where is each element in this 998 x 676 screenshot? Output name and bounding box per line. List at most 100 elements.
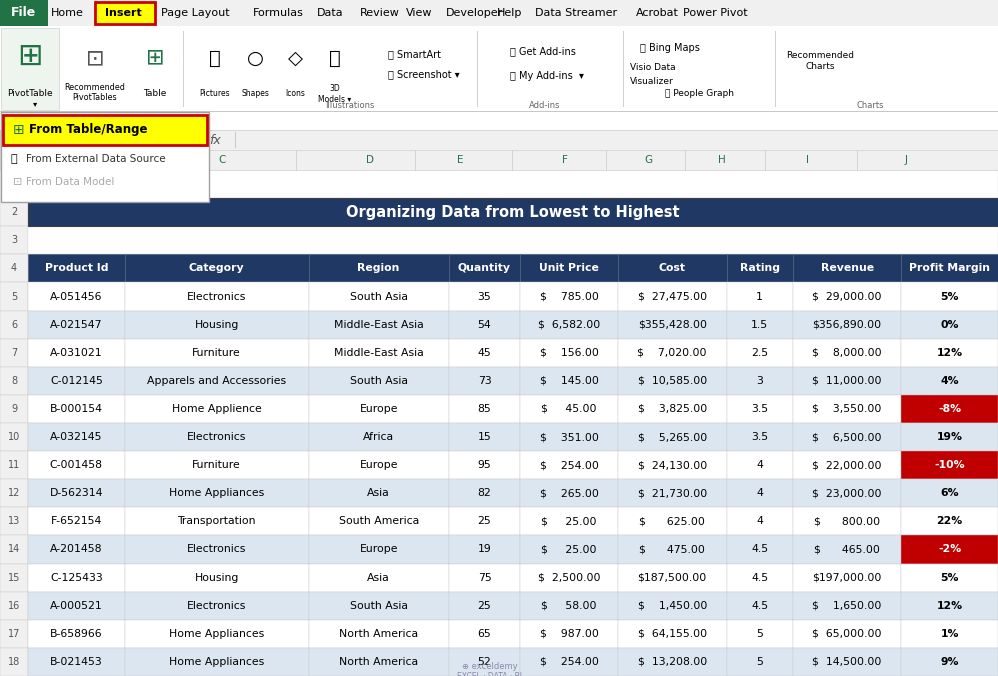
Text: Home Appliances: Home Appliances [169, 488, 264, 498]
Text: Home Appliances: Home Appliances [169, 657, 264, 667]
Bar [618, 451, 727, 479]
Text: -8%: -8% [938, 404, 961, 414]
Text: Visualizer: Visualizer [630, 76, 674, 85]
Bar [0, 535, 28, 564]
Bar [28, 648, 125, 676]
Text: Furniture: Furniture [193, 460, 242, 470]
Bar [0, 26, 998, 112]
Bar [0, 170, 28, 198]
Text: 9: 9 [11, 404, 17, 414]
Text: File: File [11, 7, 37, 20]
Text: North America: North America [339, 657, 418, 667]
Bar [28, 535, 125, 564]
Bar [901, 648, 998, 676]
Text: 25: 25 [478, 601, 491, 610]
Text: $    6,500.00: $ 6,500.00 [812, 432, 882, 442]
Bar [792, 507, 901, 535]
Text: fx: fx [210, 133, 221, 147]
Bar [520, 620, 618, 648]
Bar [448, 423, 520, 451]
Text: Icons: Icons [285, 89, 305, 99]
Text: Recommended: Recommended [65, 84, 126, 93]
Bar [28, 283, 998, 310]
Bar [520, 310, 618, 339]
Bar [727, 367, 792, 395]
Bar [28, 423, 998, 451]
Text: Electronics: Electronics [187, 601, 247, 610]
Bar [308, 564, 448, 592]
Bar [308, 620, 448, 648]
Bar [28, 451, 125, 479]
Bar [618, 507, 727, 535]
Text: Electronics: Electronics [187, 544, 247, 554]
Text: ⊕ exceldemy: ⊕ exceldemy [462, 662, 518, 671]
Text: 6%: 6% [940, 488, 959, 498]
Text: B-021453: B-021453 [50, 657, 103, 667]
Text: $     25.00: $ 25.00 [541, 544, 597, 554]
Bar [901, 451, 998, 479]
Bar [415, 150, 512, 170]
Bar [520, 507, 618, 535]
Text: 5: 5 [11, 291, 17, 301]
Text: B-000154: B-000154 [50, 404, 103, 414]
Bar [0, 367, 28, 395]
Bar [308, 535, 448, 564]
Text: C-012145: C-012145 [50, 376, 103, 386]
Text: 25: 25 [478, 516, 491, 527]
Text: 🔸 Get Add-ins: 🔸 Get Add-ins [510, 46, 576, 56]
Text: $    3,825.00: $ 3,825.00 [638, 404, 707, 414]
Text: South America: South America [338, 516, 419, 527]
Text: $  11,000.00: $ 11,000.00 [812, 376, 882, 386]
Bar [28, 254, 125, 283]
Bar [727, 479, 792, 507]
Text: 22%: 22% [936, 516, 963, 527]
Bar [95, 2, 155, 24]
Text: $    156.00: $ 156.00 [540, 347, 599, 358]
Bar [792, 283, 901, 310]
Bar [0, 0, 48, 26]
Bar [618, 310, 727, 339]
Bar [308, 339, 448, 367]
Text: Europe: Europe [359, 544, 398, 554]
Bar [125, 507, 308, 535]
Text: $      625.00: $ 625.00 [640, 516, 706, 527]
Bar [28, 451, 998, 479]
Text: Recommended
Charts: Recommended Charts [786, 51, 854, 71]
Text: J: J [904, 155, 907, 165]
Bar [520, 254, 618, 283]
Text: 65: 65 [478, 629, 491, 639]
Bar [901, 564, 998, 592]
Bar [792, 423, 901, 451]
Text: $  64,155.00: $ 64,155.00 [638, 629, 707, 639]
Bar [792, 564, 901, 592]
Text: $  23,000.00: $ 23,000.00 [812, 488, 882, 498]
Bar [448, 283, 520, 310]
Bar [296, 150, 415, 170]
Bar [28, 198, 998, 226]
Text: $    3,550.00: $ 3,550.00 [812, 404, 882, 414]
Bar [28, 564, 998, 592]
Text: 16: 16 [8, 601, 20, 610]
Text: From Data Model: From Data Model [26, 177, 115, 187]
Text: F: F [562, 155, 568, 165]
Text: $      465.00: $ 465.00 [814, 544, 880, 554]
Text: Add-ins: Add-ins [529, 101, 561, 110]
Bar [0, 507, 28, 535]
Bar [727, 395, 792, 423]
Text: 15: 15 [478, 432, 491, 442]
Text: F-652154: F-652154 [51, 516, 102, 527]
Bar [727, 620, 792, 648]
Bar [28, 310, 125, 339]
Bar [901, 620, 998, 648]
Text: 🔷 SmartArt: 🔷 SmartArt [388, 49, 441, 59]
Bar [125, 423, 308, 451]
Bar [28, 367, 998, 395]
Bar [308, 451, 448, 479]
Bar [0, 0, 998, 26]
Bar [901, 367, 998, 395]
Bar [0, 283, 28, 310]
Bar [792, 254, 901, 283]
Bar [520, 339, 618, 367]
Bar [520, 648, 618, 676]
Text: $355,428.00: $355,428.00 [638, 320, 707, 330]
